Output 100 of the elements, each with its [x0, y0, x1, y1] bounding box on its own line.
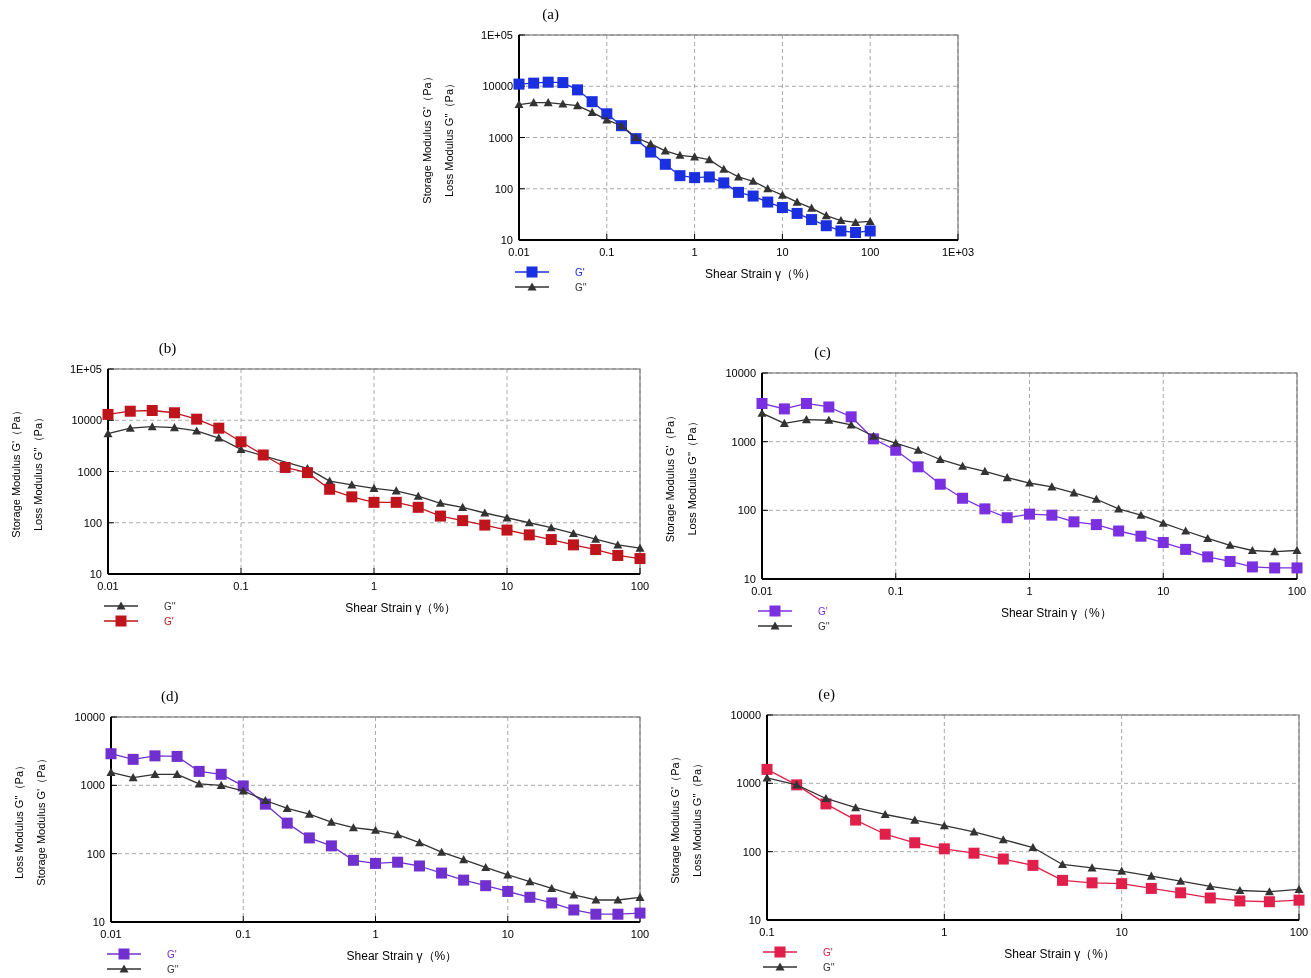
y-tick-label: 1000	[731, 435, 756, 448]
point	[602, 115, 612, 124]
point	[503, 870, 513, 879]
point	[979, 503, 991, 515]
point	[612, 908, 624, 920]
point	[762, 773, 772, 782]
y-axis-title: Loss Modulus G''（Pa） Storage Modulus G'（Pa）	[13, 753, 47, 886]
point	[545, 534, 557, 546]
point	[748, 176, 758, 185]
x-tick-label: 0.1	[233, 580, 249, 592]
point	[910, 815, 920, 824]
x-tick-label: 1	[941, 926, 948, 938]
point	[457, 515, 469, 527]
point	[1136, 510, 1146, 519]
point	[479, 519, 491, 531]
point	[732, 186, 744, 198]
point	[370, 857, 381, 869]
point	[304, 809, 314, 818]
point	[612, 549, 624, 561]
y-axis-title: Storage Modulus G'（Pa） Loss Modulus G''（Pa）	[669, 751, 703, 884]
point	[998, 835, 1008, 844]
point	[590, 908, 602, 920]
point	[146, 405, 158, 416]
point	[149, 750, 161, 762]
point	[865, 216, 875, 226]
chart-title: (e)	[818, 686, 835, 703]
point	[128, 773, 138, 782]
point	[1025, 478, 1034, 487]
x-tick-label: 0.01	[751, 585, 773, 597]
point	[1235, 886, 1245, 895]
x-tick-label: 1	[372, 928, 379, 940]
point	[1024, 508, 1035, 520]
point	[674, 170, 686, 182]
point	[846, 420, 856, 429]
point	[776, 202, 788, 214]
point	[1264, 887, 1274, 896]
y-tick-label: 10	[89, 568, 102, 580]
point	[718, 177, 730, 189]
point	[635, 543, 645, 552]
point	[282, 803, 292, 812]
point	[1001, 512, 1013, 524]
point	[868, 431, 878, 440]
x-tick-label: 10	[1157, 585, 1170, 597]
point	[557, 77, 569, 89]
point	[102, 408, 114, 420]
x-tick-label: 1	[1026, 585, 1033, 597]
text: G''	[823, 962, 835, 973]
point	[279, 461, 291, 473]
point	[1117, 866, 1127, 875]
point	[573, 101, 583, 110]
x-tick-label: 100	[861, 246, 880, 258]
y-tick-label: 10	[92, 916, 105, 928]
point	[514, 100, 524, 109]
point	[260, 795, 270, 805]
point	[412, 501, 424, 513]
point	[569, 890, 579, 899]
point	[1224, 555, 1236, 567]
point	[325, 840, 337, 852]
point	[957, 492, 969, 504]
point	[525, 877, 535, 886]
x-tick-label: 0.01	[508, 246, 530, 258]
point	[501, 524, 513, 536]
point	[935, 455, 945, 464]
point	[502, 885, 514, 897]
point	[824, 415, 834, 424]
point	[980, 466, 990, 475]
point	[591, 895, 601, 904]
point	[392, 856, 404, 868]
y-tick-label: 10	[500, 234, 513, 246]
point	[480, 508, 490, 517]
y-tick-label: 10000	[71, 414, 102, 427]
point	[216, 780, 226, 789]
y-tick-label: 100	[83, 516, 102, 529]
text: G''	[575, 282, 587, 293]
point	[572, 84, 584, 96]
point	[821, 211, 831, 220]
chart-title: (d)	[160, 688, 179, 705]
y-tick-label: 10000	[482, 80, 513, 93]
point	[235, 436, 247, 448]
x-tick-label: 1	[691, 246, 698, 258]
chart-title: (a)	[542, 6, 560, 23]
point	[660, 146, 670, 155]
point	[413, 860, 425, 872]
chart-title: (c)	[814, 344, 831, 361]
point	[1291, 562, 1303, 574]
point	[437, 847, 447, 856]
x-tick-label: 0.01	[100, 928, 122, 940]
y-tick-label: 100	[86, 847, 105, 860]
point	[586, 96, 598, 108]
point	[281, 817, 293, 829]
point	[346, 491, 358, 503]
point	[414, 838, 424, 847]
point	[1202, 551, 1214, 563]
point	[459, 855, 469, 864]
x-tick-label: 0.1	[759, 926, 775, 938]
point	[850, 227, 862, 239]
point	[348, 823, 358, 832]
point	[303, 832, 315, 844]
point	[1234, 895, 1246, 907]
point	[215, 768, 227, 780]
